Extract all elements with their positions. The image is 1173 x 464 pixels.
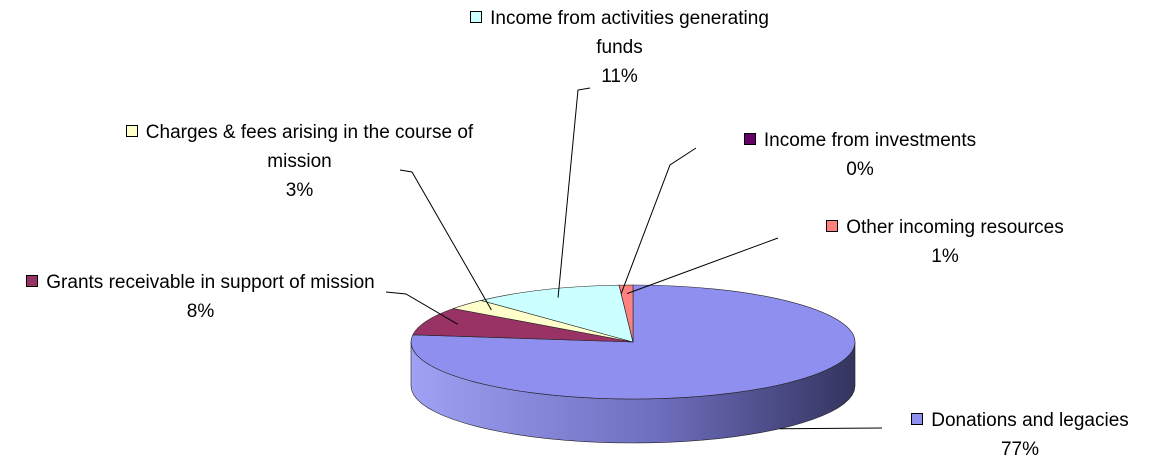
label-name: Income from activities generating funds	[490, 8, 769, 58]
label-value: 0%	[846, 159, 874, 180]
label-name: Income from investments	[763, 130, 977, 151]
slice	[480, 284, 634, 343]
slice	[412, 308, 634, 343]
label-value: 3%	[285, 180, 314, 201]
leader-line	[620, 147, 697, 294]
data-label: Other incoming resources 1%	[775, 213, 1115, 271]
legend-swatch	[26, 275, 39, 287]
legend-swatch	[125, 125, 138, 137]
data-label: Income from activities generating funds 1…	[462, 4, 777, 91]
leader-line	[626, 237, 779, 295]
label-value: 11%	[601, 66, 638, 87]
label-value: 77%	[1000, 439, 1040, 460]
data-label: Income from investments 0%	[690, 126, 1030, 184]
legend-swatch	[743, 133, 756, 145]
legend-swatch	[911, 413, 924, 425]
label-value: 1%	[931, 246, 959, 267]
data-label: Grants receivable in support of mission 8…	[8, 268, 393, 326]
leader-line	[385, 291, 458, 325]
leader-line	[399, 169, 492, 311]
data-label: Donations and legacies 77%	[870, 406, 1170, 464]
label-name: Grants receivable in support of mission	[46, 272, 375, 293]
leader-line	[557, 87, 591, 298]
label-name: Charges & fees arising in the course of …	[145, 122, 474, 172]
data-label: Charges & fees arising in the course of …	[112, 118, 487, 205]
slice	[618, 284, 634, 343]
label-name: Other incoming resources	[846, 217, 1064, 238]
legend-swatch	[826, 220, 839, 232]
legend-swatch	[470, 11, 483, 23]
label-name: Donations and legacies	[931, 410, 1129, 431]
label-value: 8%	[186, 301, 215, 322]
leader-line	[779, 427, 883, 430]
